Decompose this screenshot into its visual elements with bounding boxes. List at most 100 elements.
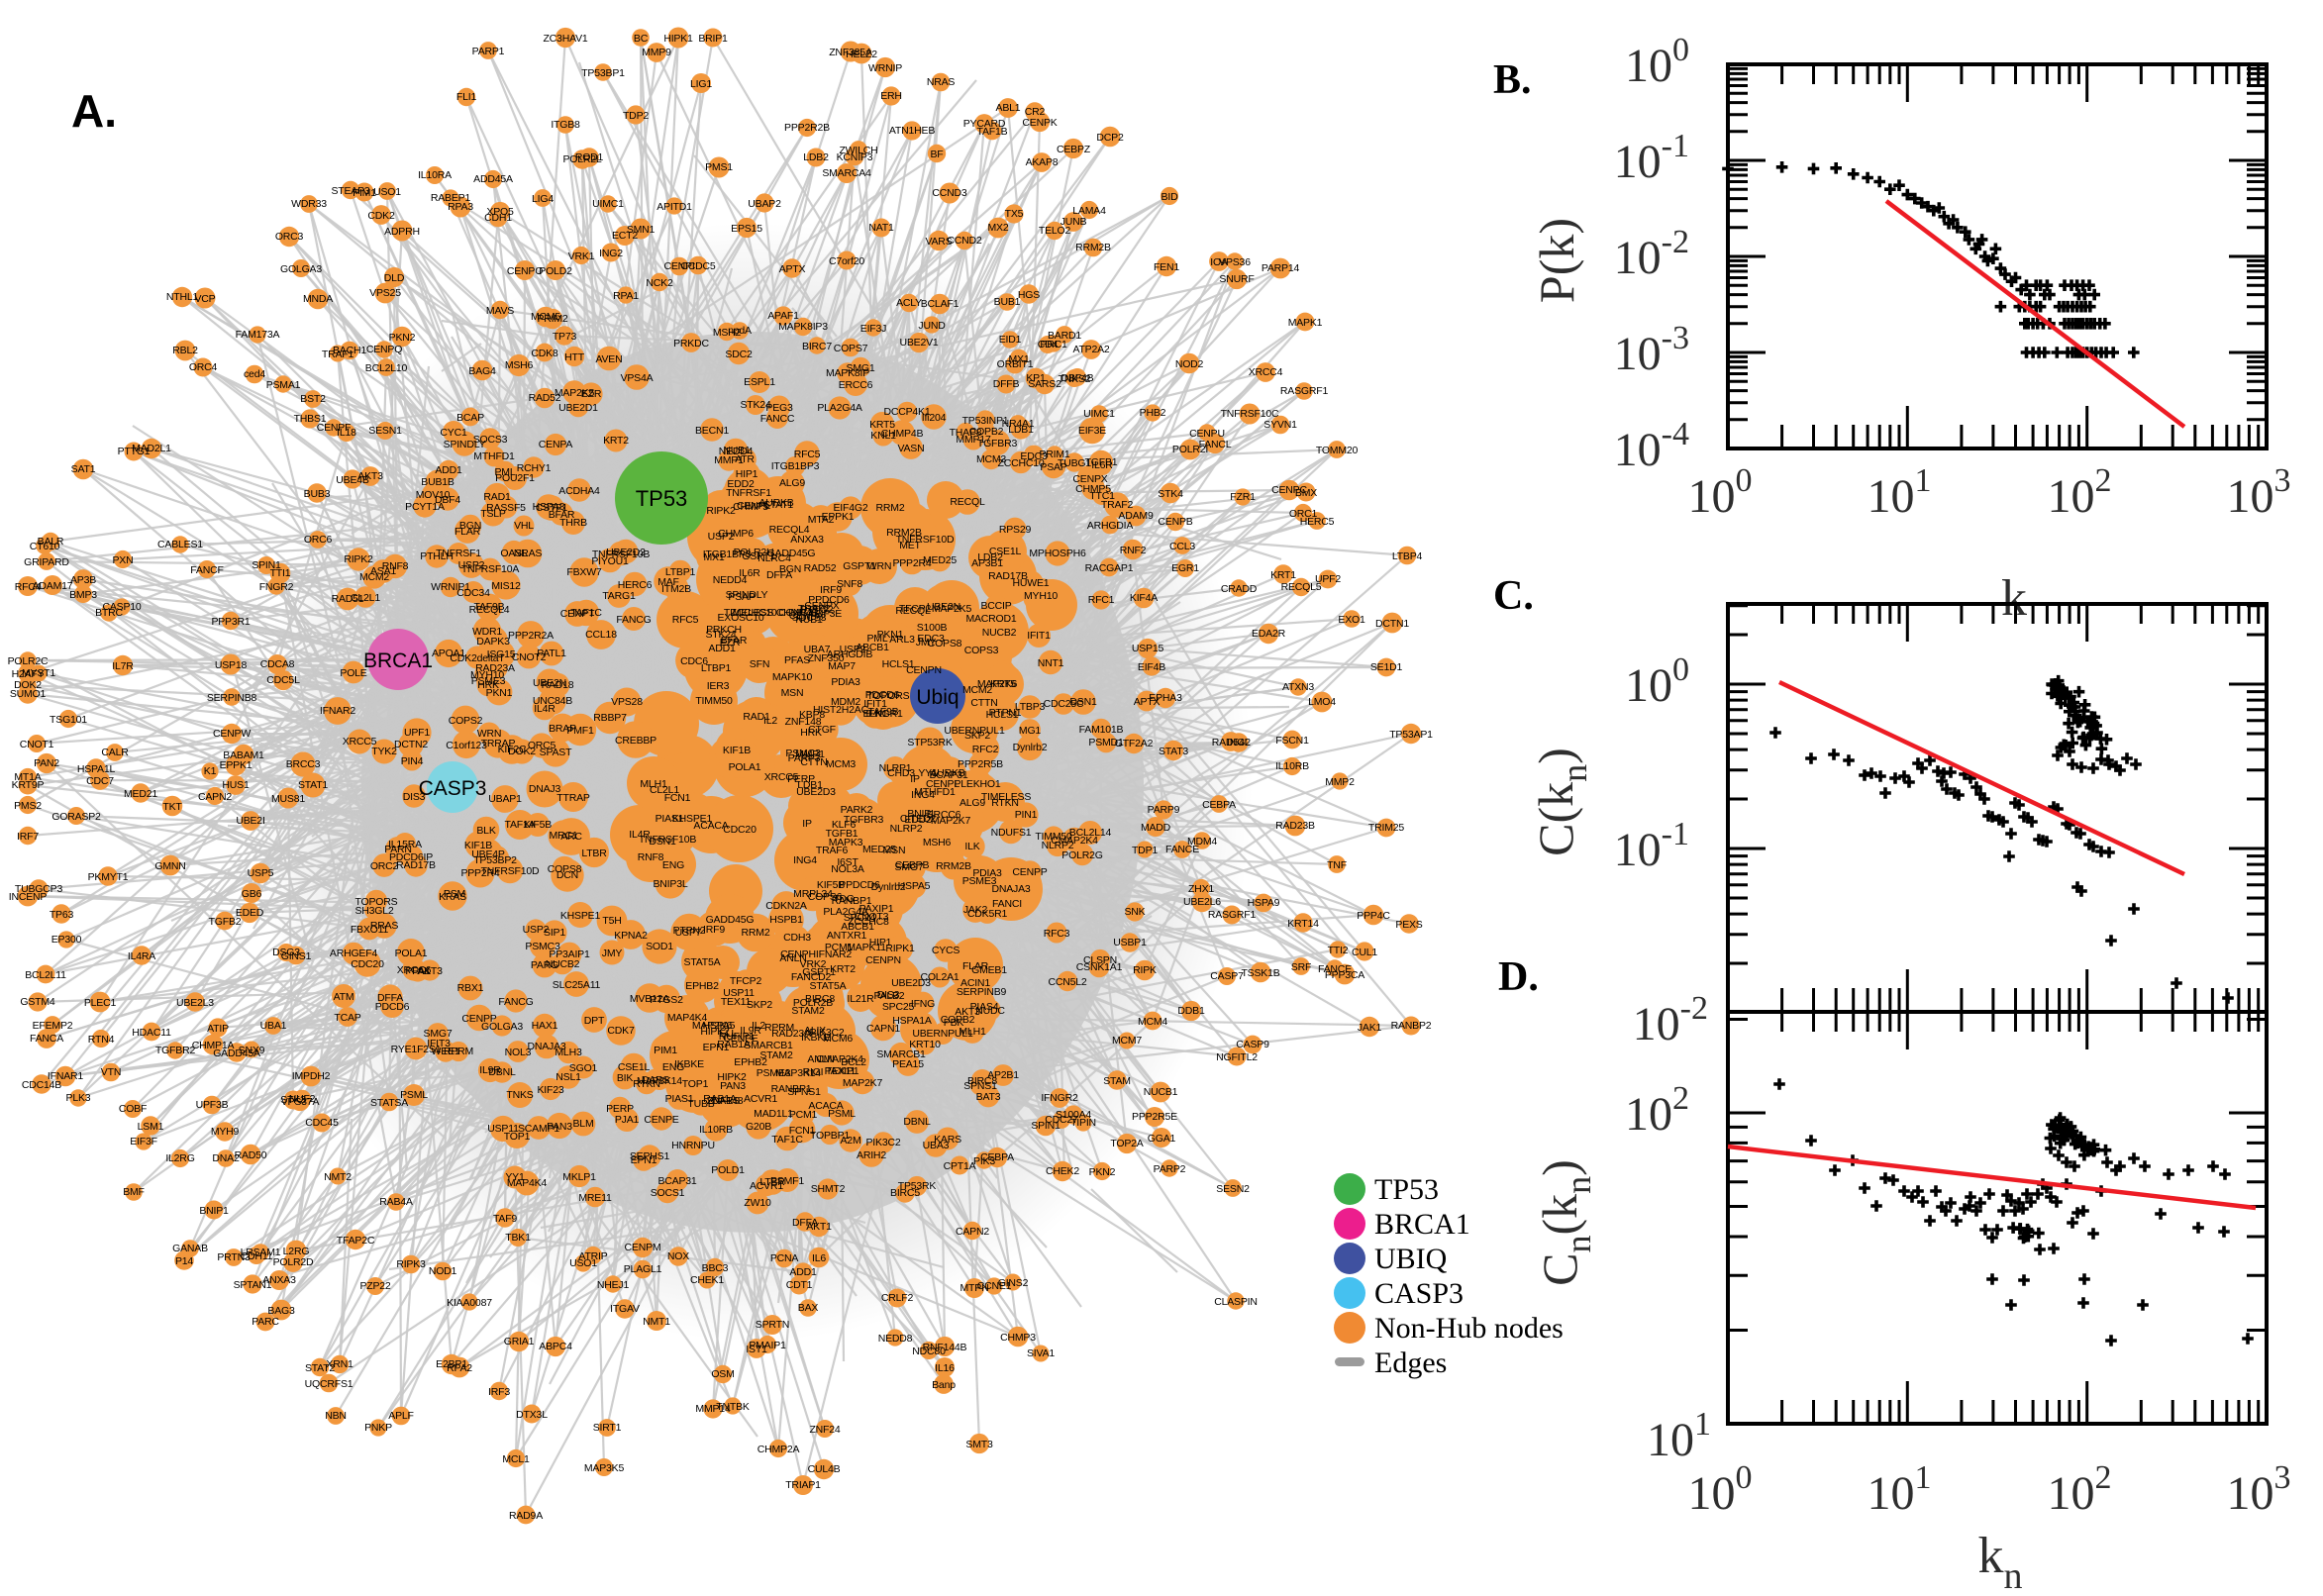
svg-text:KRT2: KRT2 — [603, 435, 629, 447]
svg-text:PMS2: PMS2 — [14, 800, 42, 812]
svg-text:SPINDLY: SPINDLY — [444, 439, 486, 450]
svg-text:MAPK10: MAPK10 — [772, 671, 813, 683]
svg-text:PSMA1: PSMA1 — [266, 379, 301, 391]
svg-text:PLA2G4A: PLA2G4A — [817, 402, 861, 414]
svg-text:CCL3: CCL3 — [1169, 541, 1195, 552]
svg-text:FANCG: FANCG — [616, 614, 651, 626]
svg-text:TBK1: TBK1 — [505, 1232, 531, 1244]
svg-text:NNT1: NNT1 — [1038, 657, 1064, 669]
svg-text:BF: BF — [930, 149, 943, 160]
svg-text:CDK7: CDK7 — [607, 1025, 635, 1037]
svg-text:RAD1: RAD1 — [483, 491, 511, 503]
svg-text:JAK1: JAK1 — [1358, 1022, 1382, 1034]
svg-text:IRF3: IRF3 — [488, 1386, 510, 1398]
svg-text:BUB1: BUB1 — [994, 296, 1021, 308]
svg-text:NHEJ1: NHEJ1 — [597, 1279, 630, 1291]
svg-text:TNFRSF10B: TNFRSF10B — [592, 549, 650, 560]
svg-text:EIF4B: EIF4B — [1138, 661, 1165, 673]
svg-text:GRIPARD: GRIPARD — [24, 556, 69, 568]
svg-text:BALR: BALR — [38, 536, 64, 548]
svg-text:RTN4: RTN4 — [88, 1034, 115, 1046]
svg-text:BGN: BGN — [459, 520, 481, 532]
svg-text:CASP7: CASP7 — [1210, 970, 1244, 982]
svg-text:HGS: HGS — [1018, 289, 1040, 301]
svg-text:TKT: TKT — [162, 801, 182, 813]
svg-text:BCAP31: BCAP31 — [657, 1175, 696, 1187]
svg-text:CENPQ: CENPQ — [366, 344, 402, 355]
svg-text:MCM3: MCM3 — [976, 453, 1006, 465]
svg-text:ACVR1: ACVR1 — [750, 1180, 783, 1192]
svg-text:RAD23B: RAD23B — [1275, 820, 1315, 832]
svg-text:RECQL: RECQL — [950, 496, 985, 508]
svg-text:RAB4A: RAB4A — [379, 1196, 413, 1208]
svg-text:CENPE: CENPE — [644, 1114, 678, 1126]
svg-text:COPB2: COPB2 — [969, 426, 1004, 438]
svg-text:Ifi204: Ifi204 — [922, 412, 947, 424]
svg-text:SAT1: SAT1 — [71, 463, 96, 475]
svg-text:GOLGA3: GOLGA3 — [280, 263, 322, 275]
svg-text:FBXW7: FBXW7 — [566, 566, 602, 578]
svg-text:RIPK: RIPK — [1133, 964, 1157, 976]
svg-text:GTF2A2: GTF2A2 — [1115, 738, 1154, 749]
svg-text:TSSK1B: TSSK1B — [1241, 967, 1279, 979]
svg-text:DNAJA3: DNAJA3 — [527, 1041, 565, 1052]
svg-text:TAF9: TAF9 — [493, 1213, 517, 1225]
svg-text:PSML: PSML — [828, 1108, 856, 1120]
svg-text:SHMT2: SHMT2 — [811, 1183, 846, 1195]
svg-text:CUL4B: CUL4B — [808, 1463, 841, 1475]
svg-text:NOD2: NOD2 — [1175, 358, 1204, 370]
svg-text:MRE11: MRE11 — [578, 1192, 612, 1204]
svg-text:VASN: VASN — [897, 443, 924, 454]
svg-text:TIMELESS: TIMELESS — [981, 791, 1032, 803]
svg-text:TNFRSF10C: TNFRSF10C — [1221, 408, 1279, 420]
svg-text:DTX3L: DTX3L — [516, 1409, 548, 1421]
svg-text:PPDCD6: PPDCD6 — [839, 879, 880, 891]
svg-text:ORC5: ORC5 — [528, 740, 556, 751]
svg-text:BRIP1: BRIP1 — [698, 33, 728, 45]
svg-text:CDC45: CDC45 — [305, 1117, 339, 1129]
svg-text:HERC6: HERC6 — [618, 579, 653, 591]
svg-text:CHMP4B: CHMP4B — [881, 428, 924, 440]
svg-text:CCNG1: CCNG1 — [778, 607, 814, 619]
svg-text:SESN2: SESN2 — [1216, 1183, 1250, 1195]
svg-text:MAPK3: MAPK3 — [829, 837, 863, 848]
svg-text:RRM2B: RRM2B — [886, 527, 922, 539]
svg-text:IL6R: IL6R — [739, 567, 760, 579]
svg-text:DSN1: DSN1 — [649, 836, 676, 848]
svg-text:LDB1: LDB1 — [797, 779, 823, 791]
svg-text:BAG4: BAG4 — [468, 365, 496, 377]
svg-text:LDB1: LDB1 — [1008, 424, 1034, 436]
svg-text:ORC3: ORC3 — [275, 231, 304, 243]
svg-text:MIS12: MIS12 — [491, 580, 521, 592]
svg-text:TGFBR3: TGFBR3 — [977, 438, 1018, 449]
svg-text:EPHB2: EPHB2 — [734, 1056, 767, 1068]
svg-text:NEDD4: NEDD4 — [719, 446, 754, 457]
svg-text:EID1: EID1 — [999, 334, 1022, 346]
svg-text:MAPK11: MAPK11 — [847, 942, 886, 953]
svg-text:PDCD6: PDCD6 — [865, 689, 900, 701]
svg-text:TP73: TP73 — [553, 331, 577, 343]
svg-text:POLR2C: POLR2C — [8, 655, 49, 667]
svg-text:POLA1: POLA1 — [395, 948, 428, 959]
svg-text:BC: BC — [634, 33, 649, 45]
svg-text:CCND3: CCND3 — [932, 187, 967, 199]
svg-text:MX1: MX1 — [1009, 353, 1030, 365]
svg-text:ITGB1BP3: ITGB1BP3 — [771, 460, 820, 472]
svg-text:PEXS: PEXS — [1395, 919, 1422, 931]
svg-text:G20B: G20B — [746, 1121, 771, 1133]
svg-text:PSME3: PSME3 — [757, 1067, 791, 1079]
svg-text:BAT3: BAT3 — [976, 1091, 1001, 1103]
svg-text:APTX: APTX — [1134, 696, 1161, 708]
svg-text:EDED: EDED — [236, 907, 264, 919]
svg-text:TDP2: TDP2 — [623, 110, 649, 122]
svg-text:TP63: TP63 — [50, 909, 74, 921]
svg-text:Dynlrb2: Dynlrb2 — [1013, 742, 1048, 753]
svg-text:BRCA1: BRCA1 — [1374, 1208, 1470, 1241]
svg-text:XPO5: XPO5 — [486, 206, 514, 218]
svg-text:CPT1A: CPT1A — [944, 1160, 976, 1172]
svg-text:ARIH2: ARIH2 — [857, 1149, 886, 1161]
svg-text:TTRAP: TTRAP — [556, 792, 590, 804]
svg-text:PCM1: PCM1 — [789, 1109, 818, 1121]
svg-text:PPP2R5E: PPP2R5E — [1132, 1111, 1177, 1123]
svg-text:IL10RA: IL10RA — [418, 169, 452, 181]
